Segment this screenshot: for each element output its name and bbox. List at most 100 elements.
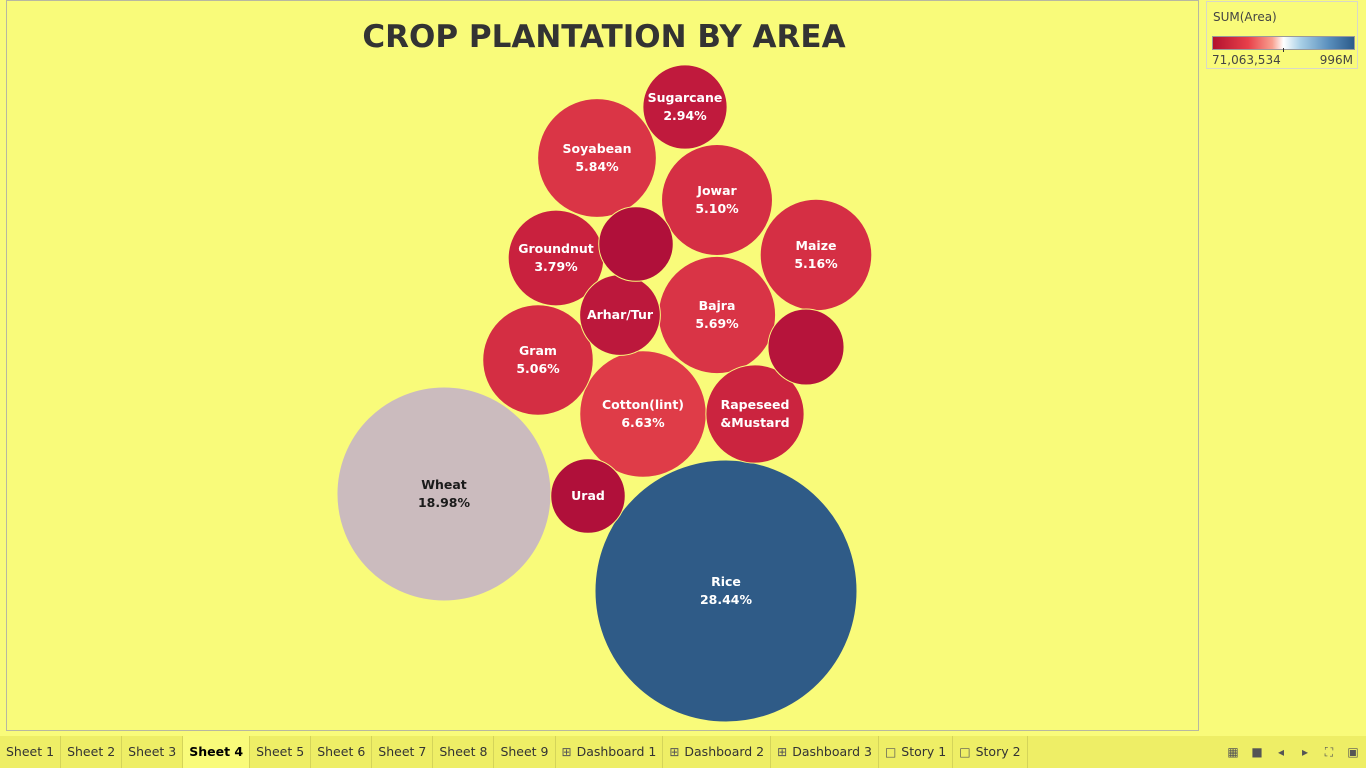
tab-story-2[interactable]: □ Story 2 <box>953 736 1028 768</box>
tab-sheet-1[interactable]: Sheet 1 <box>0 736 62 768</box>
bubble-arhar-tur[interactable]: Arhar/Tur <box>579 274 661 356</box>
bubble-crop-label: Urad <box>571 488 605 503</box>
bubble-crop-label: Cotton(lint) <box>602 397 684 412</box>
bubble-crop-label: Sugarcane <box>648 90 723 105</box>
tab-label: Sheet 9 <box>500 744 549 759</box>
chart-area: CROP PLANTATION BY AREA Rice 28.44% Wheat 1… <box>6 0 1199 731</box>
tab-sheet-5[interactable]: Sheet 5 <box>250 736 312 768</box>
tab-sheet-4[interactable]: Sheet 4 <box>183 736 251 768</box>
bubble-circle[interactable] <box>598 206 674 282</box>
tab-dashboard-1[interactable]: ⊞ Dashboard 1 <box>556 736 664 768</box>
bubble-soyabean[interactable]: Soyabean 5.84% <box>537 98 657 218</box>
sheet-tab-bar: Sheet 1 Sheet 2 Sheet 3 Sheet 4 Sheet 5 Sheet… <box>0 736 1366 768</box>
tab-label: Sheet 1 <box>6 744 55 759</box>
dashboard-icon: ⊞ <box>561 745 572 759</box>
presentation-icon[interactable]: ▣ <box>1347 745 1359 759</box>
bubble-sugarcane[interactable]: Sugarcane 2.94% <box>642 64 728 150</box>
tab-label: Sheet 4 <box>189 744 244 759</box>
bubble-maize[interactable]: Maize 5.16% <box>759 198 873 312</box>
bubble-circle[interactable] <box>482 304 594 416</box>
tab-label: Story 2 <box>975 744 1021 759</box>
tab-label: Sheet 8 <box>439 744 488 759</box>
grid-view-icon[interactable]: ▦ <box>1227 745 1239 759</box>
bubble-pct-label: 2.94% <box>663 108 707 123</box>
bubbles: Rice 28.44% Wheat 18.98% Cotton(lint) 6.63% So… <box>336 64 873 723</box>
bubble-rapeseed-mustard[interactable]: Rapeseed&Mustard <box>705 364 805 464</box>
legend-max-label: 996M <box>1319 53 1353 67</box>
tab-sheet-3[interactable]: Sheet 3 <box>122 736 184 768</box>
bubble-pct-label: 5.06% <box>516 361 560 376</box>
tab-dashboard-2[interactable]: ⊞ Dashboard 2 <box>663 736 772 768</box>
tab-sheet-6[interactable]: Sheet 6 <box>311 736 373 768</box>
legend-tick <box>1283 48 1284 52</box>
bubble-circle[interactable] <box>705 364 805 464</box>
chart-title: CROP PLANTATION BY AREA <box>362 19 845 55</box>
tab-label: Dashboard 2 <box>684 744 765 759</box>
bubble-crop-label: Maize <box>796 238 837 253</box>
bubble-pct-label: 6.63% <box>621 415 665 430</box>
bubble-urad[interactable]: Urad <box>550 458 626 534</box>
bubble-circle[interactable] <box>767 308 845 386</box>
bubble-unlabeled-13[interactable] <box>767 308 845 386</box>
bubble-circle[interactable] <box>642 64 728 150</box>
tab-label: Sheet 6 <box>317 744 366 759</box>
bubble-chart: CROP PLANTATION BY AREA Rice 28.44% Wheat 1… <box>336 19 873 723</box>
bubble-crop-label: Arhar/Tur <box>587 307 654 322</box>
bubble-circle[interactable] <box>579 350 707 478</box>
bubble-crop-label: Rice <box>711 574 741 589</box>
tab-sheet-2[interactable]: Sheet 2 <box>61 736 123 768</box>
bubble-wheat[interactable]: Wheat 18.98% <box>336 386 552 602</box>
prev-tab-icon[interactable]: ◂ <box>1277 745 1285 759</box>
color-legend[interactable]: SUM(Area) 71,063,534 996M <box>1206 1 1358 69</box>
tab-sheet-7[interactable]: Sheet 7 <box>372 736 434 768</box>
filmstrip-icon[interactable]: ■ <box>1251 745 1263 759</box>
tab-dashboard-3[interactable]: ⊞ Dashboard 3 <box>771 736 879 768</box>
bubble-crop-label: Jowar <box>696 183 737 198</box>
dashboard-icon: ⊞ <box>669 745 680 759</box>
bubble-crop-label: Groundnut <box>518 241 594 256</box>
legend-min-label: 71,063,534 <box>1212 53 1281 67</box>
story-icon: □ <box>884 745 897 759</box>
bubble-cotton-lint-[interactable]: Cotton(lint) 6.63% <box>579 350 707 478</box>
bubble-circle[interactable] <box>594 459 858 723</box>
tab-controls: ▦ ■ ◂ ▸ ⛶ ▣ <box>1226 736 1360 768</box>
bubble-gram[interactable]: Gram 5.06% <box>482 304 594 416</box>
sheet-tabs: Sheet 1 Sheet 2 Sheet 3 Sheet 4 Sheet 5 Sheet… <box>0 736 1028 768</box>
bubble-rice[interactable]: Rice 28.44% <box>594 459 858 723</box>
tab-story-1[interactable]: □ Story 1 <box>879 736 954 768</box>
bubble-crop-label: &Mustard <box>720 415 789 430</box>
bubble-circle[interactable] <box>759 198 873 312</box>
tab-label: Dashboard 3 <box>792 744 872 759</box>
bubble-circle[interactable] <box>537 98 657 218</box>
bubble-crop-label: Soyabean <box>563 141 632 156</box>
bubble-pct-label: 18.98% <box>418 495 471 510</box>
tab-label: Sheet 3 <box>128 744 177 759</box>
bubble-pct-label: 5.69% <box>695 316 739 331</box>
bubble-pct-label: 5.16% <box>794 256 838 271</box>
tab-label: Sheet 5 <box>256 744 305 759</box>
tab-label: Sheet 2 <box>67 744 116 759</box>
tab-sheet-9[interactable]: Sheet 9 <box>494 736 556 768</box>
bubble-circle[interactable] <box>661 144 773 256</box>
bubble-jowar[interactable]: Jowar 5.10% <box>661 144 773 256</box>
bubble-pct-label: 5.84% <box>575 159 619 174</box>
bubble-circle[interactable] <box>550 458 626 534</box>
story-icon: □ <box>959 745 971 759</box>
tab-label: Sheet 7 <box>378 744 427 759</box>
bubble-circle[interactable] <box>657 255 777 375</box>
bubble-groundnut[interactable]: Groundnut 3.79% <box>507 209 605 307</box>
next-tab-icon[interactable]: ▸ <box>1301 745 1309 759</box>
bubble-pct-label: 3.79% <box>534 259 578 274</box>
fullscreen-icon[interactable]: ⛶ <box>1324 744 1334 759</box>
tab-sheet-8[interactable]: Sheet 8 <box>433 736 495 768</box>
bubble-circle[interactable] <box>336 386 552 602</box>
legend-title: SUM(Area) <box>1213 10 1277 24</box>
bubble-bajra[interactable]: Bajra 5.69% <box>657 255 777 375</box>
bubble-pct-label: 28.44% <box>700 592 753 607</box>
tab-label: Dashboard 1 <box>576 744 657 759</box>
bubble-crop-label: Bajra <box>699 298 736 313</box>
bubble-pct-label: 5.10% <box>695 201 739 216</box>
bubble-crop-label: Gram <box>519 343 557 358</box>
bubble-unlabeled-12[interactable] <box>598 206 674 282</box>
tab-label: Story 1 <box>901 744 947 759</box>
